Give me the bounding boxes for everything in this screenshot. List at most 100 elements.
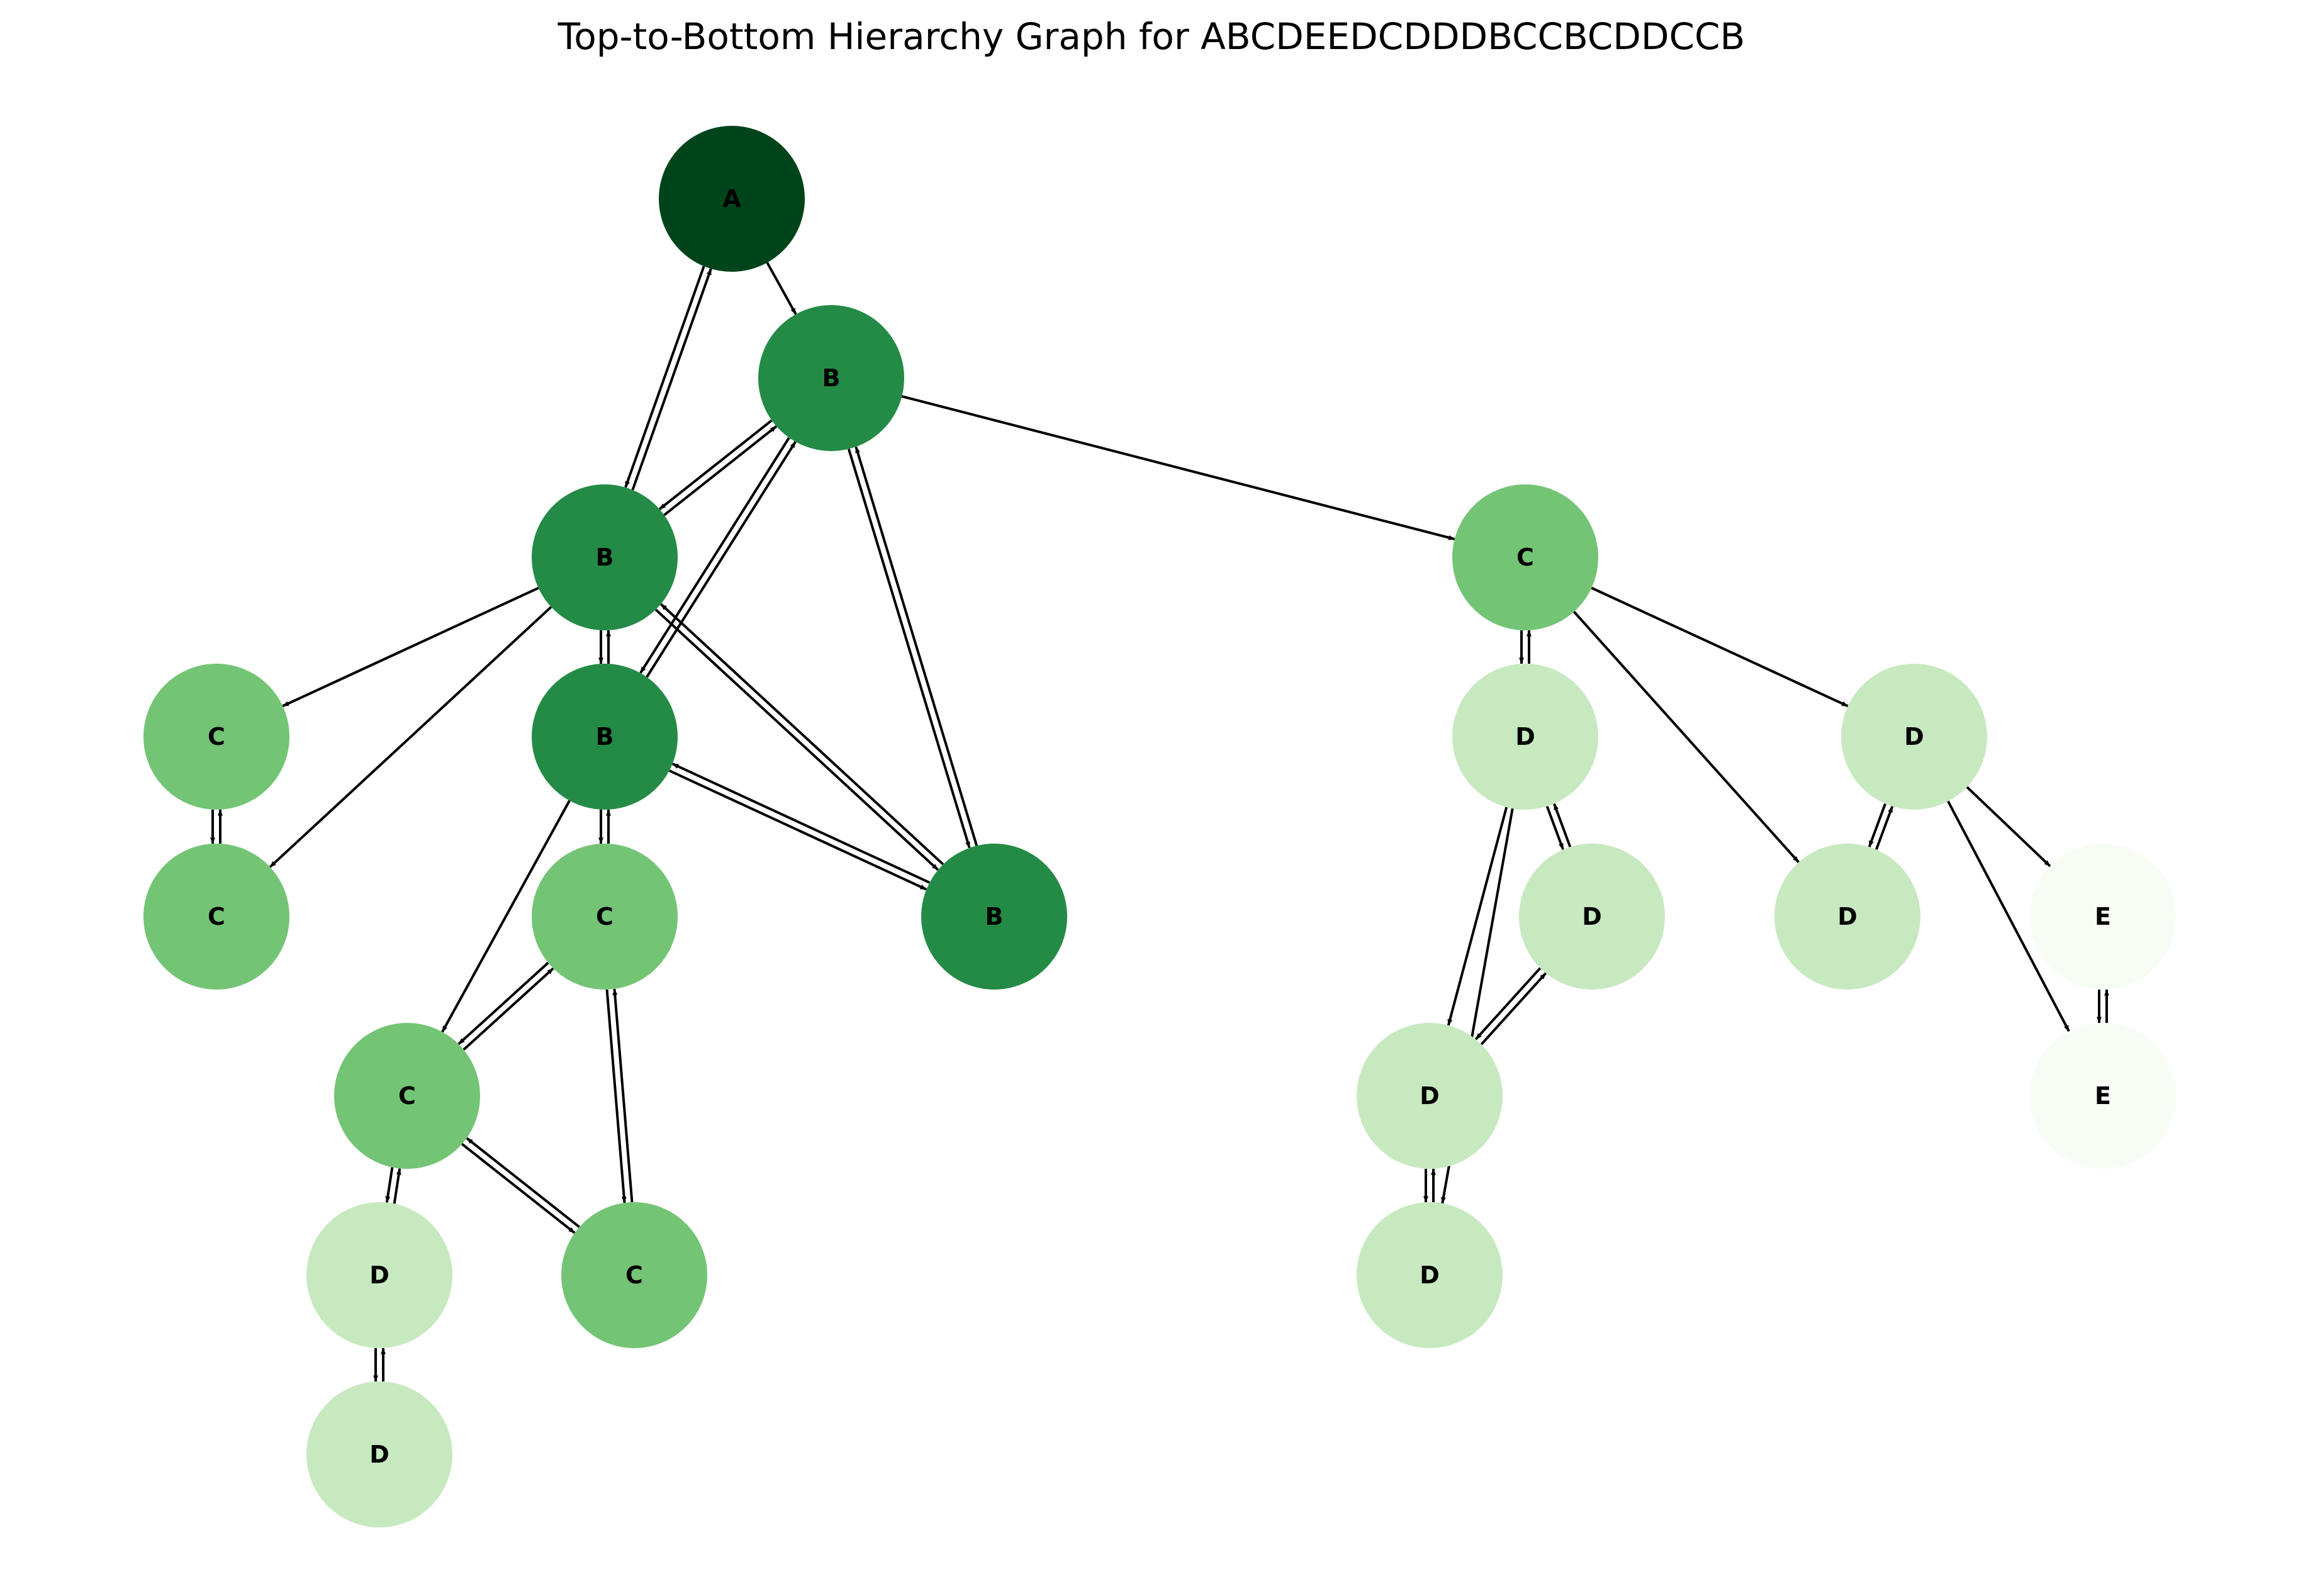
node-n10: B [921,844,1067,990]
edge-n15-n16 [1480,972,1547,1046]
node-circle [1841,664,1987,810]
node-n18: D [1357,1202,1503,1348]
node-n19: C [561,1202,707,1348]
node-n2: B [758,305,904,451]
node-n5: B [532,664,678,810]
node-n14: E [2030,1023,2176,1169]
node-label: D [1515,723,1535,751]
nodes-layer: A B B C B C C C D B D D E E D D C D C D D [143,126,2176,1527]
node-n8: C [532,844,678,990]
node-label: D [369,1261,389,1289]
node-n21: D [306,1381,452,1527]
node-n17: C [334,1023,480,1169]
node-circle [306,1381,452,1527]
node-n11: D [1841,664,1987,810]
edge-n1-n3 [624,265,705,488]
node-circle [2030,844,2176,990]
node-circle [1774,844,1920,990]
edge-n3-n1 [631,268,712,491]
node-circle [532,484,678,630]
node-circle [1519,844,1665,990]
edge-n2-n3 [658,419,773,510]
edge-n4-n12 [1572,611,1800,863]
edge-n3-n10 [654,608,939,871]
node-label: B [596,723,614,751]
node-n16: D [1519,844,1665,990]
edge-n11-n13 [1966,786,2051,868]
edges-layer [210,262,2109,1382]
node-circle [532,664,678,810]
node-n4: C [1452,484,1598,630]
edge-n17-n19 [461,1143,576,1234]
edge-n12-n11 [1875,806,1894,851]
edge-n8-n17 [457,962,549,1046]
edge-n10-n3 [659,603,944,866]
node-circle [143,844,289,990]
node-label: B [822,364,841,392]
graph-title: Top-to-Bottom Hierarchy Graph for ABCDEE… [558,15,1745,58]
node-n7: C [143,844,289,990]
node-label: D [1904,723,1924,751]
edge-n10-n2 [855,446,978,846]
edge-n17-n8 [462,967,554,1051]
node-circle [659,126,805,272]
node-n12: D [1774,844,1920,990]
node-label: D [1582,903,1602,930]
edge-n11-n12 [1868,803,1886,847]
node-n1: A [659,126,805,272]
node-n13: E [2030,844,2176,990]
node-circle [758,305,904,451]
node-circle [1452,664,1598,810]
node-circle [1357,1023,1503,1169]
node-circle [1357,1202,1503,1348]
edge-n5-n17 [441,800,571,1033]
node-n9: D [1452,664,1598,810]
node-n20: D [306,1202,452,1348]
node-n15: D [1357,1023,1503,1169]
node-label: C [398,1082,416,1110]
edge-n5-n10 [668,769,927,891]
edge-n2-n4 [901,395,1455,540]
node-circle [2030,1023,2176,1169]
node-n3: B [532,484,678,630]
edge-n10-n5 [671,762,931,884]
node-circle [306,1202,452,1348]
node-circle [143,664,289,810]
node-label: C [596,903,614,930]
node-circle [1452,484,1598,630]
edge-n19-n8 [612,988,634,1203]
edge-n1-n2 [766,262,797,315]
edge-n19-n17 [466,1137,580,1228]
node-label: C [625,1261,643,1289]
node-label: D [369,1441,389,1468]
node-label: A [722,185,741,213]
edge-n16-n15 [1474,967,1542,1041]
node-label: C [208,903,225,930]
node-label: D [1837,903,1858,930]
node-circle [921,844,1067,990]
node-label: B [985,903,1004,930]
node-label: E [2095,903,2111,930]
edge-n17-n20 [385,1167,394,1203]
node-label: D [1420,1261,1440,1289]
node-n6: C [143,664,289,810]
edge-n8-n19 [605,989,627,1203]
node-circle [334,1023,480,1169]
node-circle [561,1202,707,1348]
edge-n4-n11 [1591,586,1849,708]
edge-n9-n15 [1447,806,1508,1026]
edge-n2-n10 [847,449,971,849]
node-label: E [2095,1082,2111,1110]
edge-n16-n9 [1553,803,1572,847]
edge-n9-n16 [1545,806,1564,851]
edge-n3-n2 [663,425,778,516]
edge-n2-n5 [639,437,790,674]
node-label: C [208,723,225,751]
node-circle [532,844,678,990]
edge-n11-n14 [1947,800,2070,1032]
edge-n3-n7 [269,606,552,868]
edge-n5-n2 [646,441,797,678]
node-label: D [1420,1082,1440,1110]
edge-n3-n6 [282,586,539,708]
